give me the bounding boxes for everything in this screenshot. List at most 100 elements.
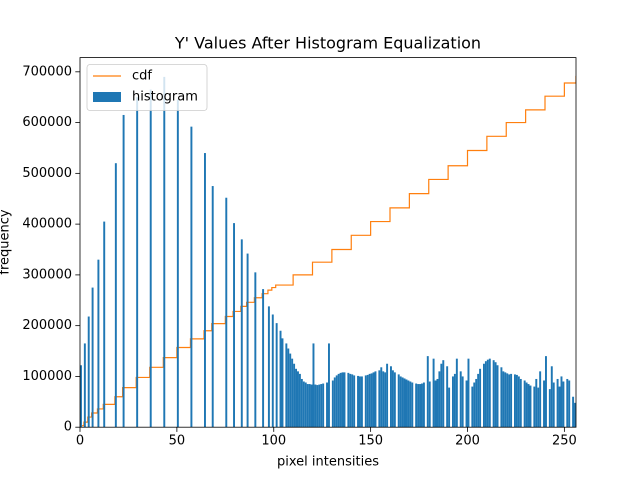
histogram-bar	[114, 163, 117, 428]
histogram-bar	[475, 378, 478, 428]
x-tick-label: 150	[358, 434, 383, 449]
histogram-bar	[537, 387, 540, 428]
histogram-bar	[484, 361, 487, 428]
histogram-bar	[285, 343, 288, 428]
histogram-bar	[407, 380, 410, 428]
histogram-bar	[506, 373, 509, 428]
histogram-bar	[254, 272, 257, 428]
histogram-bar	[411, 382, 414, 428]
histogram-bar	[438, 371, 441, 428]
histogram-bar	[419, 384, 421, 428]
histogram-bar	[91, 287, 94, 428]
histogram-bar	[556, 378, 559, 428]
histogram-bar	[401, 377, 404, 428]
histogram-bar	[527, 384, 530, 428]
histogram-bar	[455, 358, 458, 428]
histogram-bar	[372, 372, 375, 428]
histogram-bar	[240, 239, 243, 428]
histogram-bar	[279, 330, 282, 428]
y-tick-label: 700000	[22, 64, 72, 79]
histogram-bar	[312, 343, 315, 428]
histogram-bar	[103, 221, 106, 428]
histogram-bar	[302, 381, 305, 428]
histogram-bar	[304, 382, 307, 428]
histogram-bar	[422, 382, 425, 428]
histogram-bar	[436, 378, 439, 428]
y-tick-label: 0	[64, 420, 72, 435]
histogram-bar	[409, 381, 412, 428]
histogram-bar	[405, 379, 408, 428]
histogram-bar	[483, 363, 485, 428]
histogram-bar	[448, 387, 451, 428]
histogram-bar	[246, 253, 249, 428]
histogram-bar	[502, 371, 505, 428]
histogram-bar	[262, 289, 265, 428]
y-tick-label: 400000	[22, 217, 72, 232]
histogram-bar	[517, 376, 520, 428]
y-tick-label: 300000	[22, 267, 72, 282]
histogram-bar	[403, 378, 406, 428]
histogram-bar	[391, 370, 394, 428]
histogram-bar	[397, 374, 400, 428]
histogram-bar	[149, 89, 152, 428]
histogram-bar	[364, 375, 367, 428]
histogram-bar	[442, 360, 445, 428]
histogram-bar	[384, 372, 387, 428]
histogram-bar	[122, 114, 125, 428]
histogram-bar	[428, 381, 431, 428]
histogram-bar	[393, 372, 396, 428]
histogram-bar	[535, 378, 538, 428]
histogram-bar	[204, 153, 206, 428]
legend-label: histogram	[132, 90, 198, 105]
histogram-bar	[298, 373, 301, 428]
histogram-bar	[432, 358, 435, 428]
histogram-bar	[562, 381, 565, 428]
legend-patch	[93, 92, 121, 102]
histogram-bar	[426, 356, 429, 428]
histogram-bar	[486, 359, 489, 428]
histogram-bar	[399, 376, 402, 428]
histogram-bar	[326, 382, 328, 428]
histogram-bar	[310, 384, 313, 428]
histogram-bar	[333, 377, 336, 428]
histogram-bar	[318, 384, 321, 428]
histogram-bar	[271, 314, 274, 428]
histogram-bar	[289, 353, 292, 428]
histogram-bar	[357, 375, 359, 428]
histogram-bar	[473, 382, 476, 428]
histogram-bar	[514, 374, 516, 428]
y-tick-label: 100000	[22, 369, 72, 384]
histogram-bar	[533, 386, 536, 428]
histogram-bar	[461, 376, 464, 428]
histogram-bar	[347, 372, 350, 428]
histogram-bar	[382, 371, 385, 428]
histogram-bar	[83, 343, 86, 428]
histogram-bar	[335, 375, 338, 428]
histogram-bar	[360, 376, 363, 428]
histogram-bar	[87, 316, 90, 428]
y-tick-label: 500000	[22, 166, 72, 181]
histogram-bar	[378, 370, 381, 428]
histogram-bar	[331, 380, 334, 428]
histogram-bar	[421, 383, 423, 428]
histogram-bar	[539, 371, 542, 428]
histogram-bar	[359, 376, 361, 428]
histogram-bar	[314, 384, 317, 428]
chart-title: Y' Values After Histogram Equalization	[174, 34, 481, 53]
histogram-bar	[552, 382, 555, 428]
histogram-bar	[566, 378, 569, 428]
histogram-bar	[80, 365, 82, 428]
histogram-bar	[467, 358, 470, 428]
histogram-bar	[163, 76, 166, 428]
histogram-bar	[308, 384, 311, 428]
x-axis-label: pixel intensities	[277, 455, 379, 470]
histogram-bar	[386, 363, 389, 428]
histogram-bar	[529, 385, 532, 428]
histogram-bar	[545, 356, 547, 428]
histogram-bar	[341, 372, 344, 428]
legend-label: cdf	[132, 69, 152, 84]
histogram-bar	[434, 380, 437, 428]
histogram-bar	[366, 374, 369, 428]
histogram-bar	[339, 372, 342, 428]
